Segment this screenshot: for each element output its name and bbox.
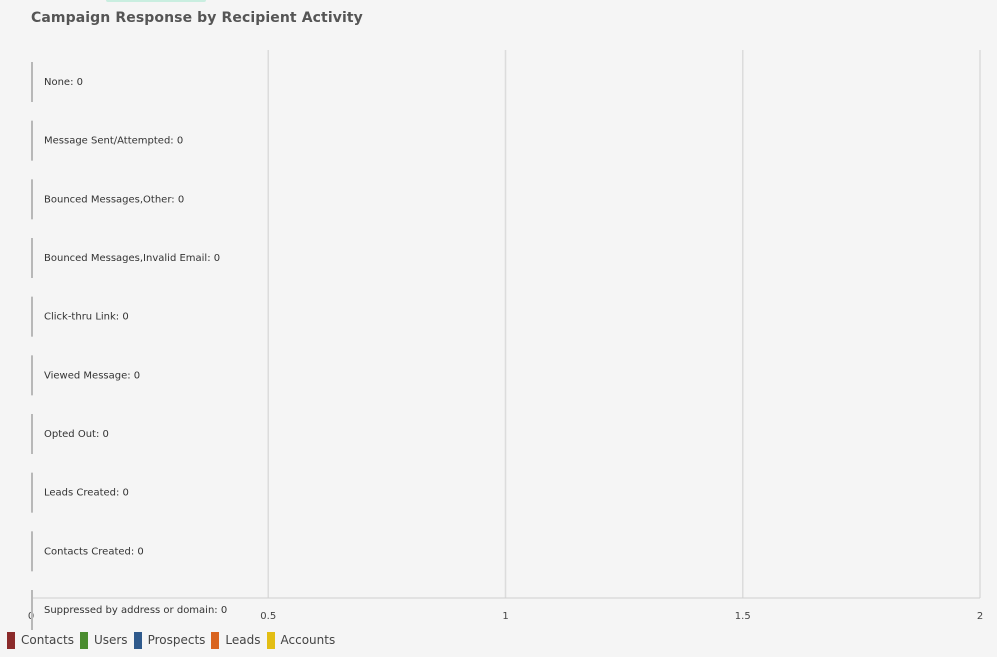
legend-swatch xyxy=(211,631,220,649)
x-tick-label: 0.5 xyxy=(260,611,276,622)
legend-item[interactable]: Leads xyxy=(211,631,261,649)
legend-swatch xyxy=(79,631,88,649)
bar-data-label: Viewed Message: 0 xyxy=(44,370,140,381)
top-tab-indicator[interactable] xyxy=(106,0,206,2)
bar-data-label: Bounced Messages,Invalid Email: 0 xyxy=(44,253,220,264)
x-tick-label: 2 xyxy=(977,611,983,622)
legend-label: Accounts xyxy=(280,633,336,647)
legend-item[interactable]: Users xyxy=(79,631,128,649)
bar-data-label: Leads Created: 0 xyxy=(44,488,129,499)
bar-data-label: Contacts Created: 0 xyxy=(44,546,144,557)
bar-data-label: Suppressed by address or domain: 0 xyxy=(44,605,227,616)
x-tick-label: 1 xyxy=(502,611,508,622)
legend-item[interactable]: Prospects xyxy=(133,631,206,649)
bar-data-label: None: 0 xyxy=(44,77,83,88)
legend-label: Prospects xyxy=(147,633,206,647)
legend-swatch xyxy=(133,631,142,649)
legend-label: Users xyxy=(93,633,128,647)
bar-data-label: Opted Out: 0 xyxy=(44,429,109,440)
legend-item[interactable]: Contacts xyxy=(7,631,74,649)
bar-data-label: Click-thru Link: 0 xyxy=(44,312,129,323)
legend-item[interactable]: Accounts xyxy=(266,631,336,649)
bar-data-label: Message Sent/Attempted: 0 xyxy=(44,136,183,147)
legend-swatch xyxy=(266,631,275,649)
legend-label: Contacts xyxy=(21,633,74,647)
chart-legend: Contacts Users Prospects Leads Accounts xyxy=(7,630,341,650)
legend-label: Leads xyxy=(225,633,261,647)
bar-data-label: Bounced Messages,Other: 0 xyxy=(44,194,184,205)
chart-title: Campaign Response by Recipient Activity xyxy=(31,10,363,26)
legend-swatch xyxy=(7,631,15,649)
x-tick-label: 1.5 xyxy=(735,611,751,622)
